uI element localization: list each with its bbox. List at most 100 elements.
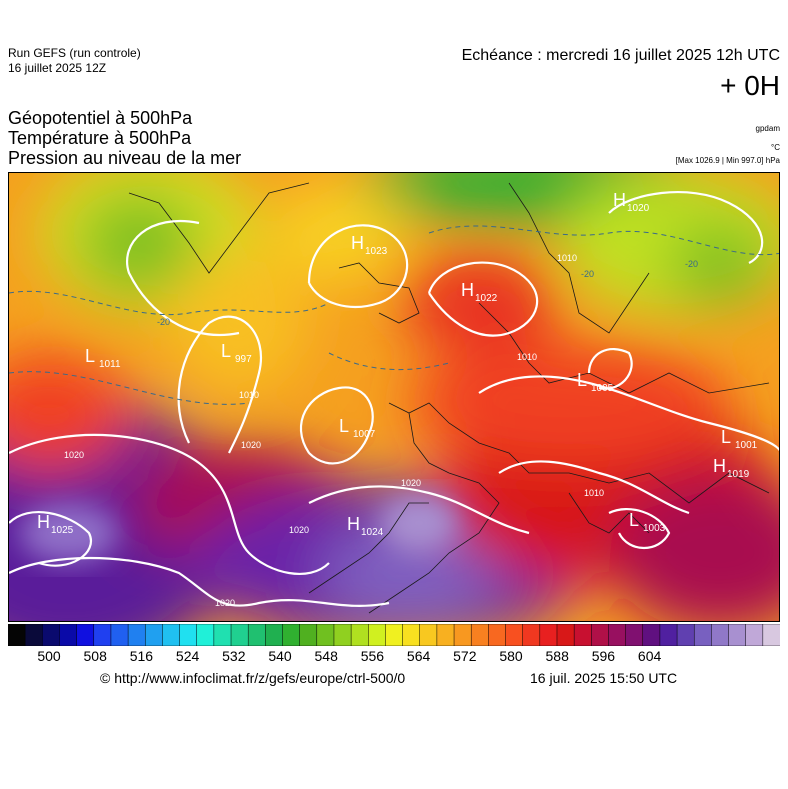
unit-temperature: °C (771, 143, 780, 152)
title-pressure: Pression au niveau de la mer (8, 148, 242, 168)
isotherm-labels: -20 -20 -20 (157, 259, 698, 327)
isobar-label: 1020 (401, 478, 421, 488)
color-scale-swatch (419, 624, 438, 646)
color-scale-tick: 556 (360, 648, 385, 664)
pressure-center-value: 1019 (727, 469, 750, 480)
color-scale-swatch (127, 624, 146, 646)
color-scale-swatch (539, 624, 558, 646)
isobar-label: 1010 (517, 352, 537, 362)
pressure-center-value: 1005 (591, 383, 614, 394)
pressure-center-value: 1020 (627, 203, 650, 214)
isotherm-label: -20 (581, 269, 594, 279)
color-scale-swatch (350, 624, 370, 646)
map-canvas: H 1025 H 1024 L 1011 L 997 L 1007 H 1023… (9, 173, 779, 621)
isobar-label: 1020 (289, 525, 309, 535)
color-scale-swatch (282, 624, 301, 646)
run-title: Run GEFS (run controle) (8, 46, 141, 60)
pressure-range: [Max 1026.9 | Min 997.0] hPa (675, 156, 780, 165)
color-scale-tick: 500 (37, 648, 61, 664)
color-scale-swatch (488, 624, 507, 646)
isobars (9, 191, 779, 607)
color-scale-swatch (333, 624, 352, 646)
pressure-center-value: 1023 (365, 246, 388, 257)
color-scale-swatch (505, 624, 524, 646)
color-scale-swatch (745, 624, 764, 646)
isobar-label: 1020 (241, 440, 261, 450)
pressure-center-type: L (221, 341, 231, 361)
color-scale-swatch (265, 624, 284, 646)
color-scale-swatch (213, 624, 232, 646)
color-scale-swatch (762, 624, 780, 646)
color-scale-swatch (162, 624, 181, 646)
color-scale-swatch (573, 624, 593, 646)
color-scale-swatch (59, 624, 78, 646)
color-scale-bar (8, 624, 780, 646)
weather-map: H 1025 H 1024 L 1011 L 997 L 1007 H 1023… (8, 172, 780, 622)
color-scale-swatch (93, 624, 112, 646)
coastlines (128, 182, 770, 614)
color-scale-tick: 540 (268, 648, 292, 664)
isobar-label: 1010 (239, 390, 259, 400)
unit-geopotential: gpdam (755, 124, 780, 133)
color-scale-swatch (591, 624, 610, 646)
color-scale-tick: 516 (129, 648, 154, 664)
color-scale-swatch (625, 624, 644, 646)
color-scale-tick: 532 (222, 648, 246, 664)
source-credit: © http://www.infoclimat.fr/z/gefs/europe… (100, 670, 406, 686)
color-scale-swatch (436, 624, 455, 646)
forecast-time: Echéance : mercredi 16 juillet 2025 12h … (461, 47, 780, 64)
pressure-center-value: 1007 (353, 429, 376, 440)
color-scale-swatch (247, 624, 267, 646)
high-detail-field (19, 493, 459, 563)
color-scale-swatch (711, 624, 730, 646)
temperature-isotherms (9, 225, 779, 405)
color-scale-swatch (659, 624, 678, 646)
forecast-offset: + 0H (720, 70, 780, 101)
color-scale-swatch (642, 624, 661, 646)
pressure-center-value: 1001 (735, 440, 758, 451)
title-temperature: Température à 500hPa (8, 128, 192, 148)
color-scale-tick: 580 (499, 648, 523, 664)
pressure-center-type: H (613, 190, 626, 210)
isotherm-label: -20 (685, 259, 698, 269)
color-scale-swatch (24, 624, 44, 646)
isobar-label: 1010 (557, 253, 577, 263)
color-scale-swatch (144, 624, 164, 646)
pressure-center-type: H (37, 512, 50, 532)
color-scale-tick: 564 (406, 648, 431, 664)
pressure-center-value: 997 (235, 354, 252, 365)
color-scale-tick: 604 (637, 648, 662, 664)
pressure-center-type: L (577, 370, 587, 390)
pressure-center-labels: H 1025 H 1024 L 1011 L 997 L 1007 H 1023… (37, 190, 758, 538)
color-scale-labels: 500 508 516 524 532 540 548 556 564 572 580 588 596 6… (8, 648, 780, 666)
color-scale-swatch (402, 624, 421, 646)
color-scale-swatch (299, 624, 318, 646)
color-scale-swatch (76, 624, 95, 646)
color-scale-swatch (368, 624, 387, 646)
color-scale-swatch (728, 624, 747, 646)
color-scale-swatch (316, 624, 335, 646)
pressure-center-type: L (629, 510, 639, 530)
color-scale-swatch (522, 624, 541, 646)
isobar-label: 1020 (215, 598, 235, 608)
pressure-center-value: 1011 (99, 359, 121, 370)
pressure-center-type: H (713, 456, 726, 476)
color-scale-swatch (693, 624, 713, 646)
pressure-center-type: H (461, 280, 474, 300)
pressure-center-type: L (85, 346, 95, 366)
pressure-center-value: 1003 (643, 523, 666, 534)
color-scale-tick: 508 (83, 648, 107, 664)
isobar-label: 1020 (64, 450, 84, 460)
color-scale-swatch (385, 624, 404, 646)
color-scale-swatch (230, 624, 249, 646)
pressure-center-value: 1025 (51, 525, 74, 536)
color-scale-swatch (196, 624, 215, 646)
isobar-labels: 1020 1020 1020 1020 1020 1010 1010 1010 … (64, 253, 604, 608)
pressure-center-value: 1022 (475, 293, 498, 304)
generation-date: 16 juil. 2025 15:50 UTC (530, 670, 678, 686)
color-scale-swatch (556, 624, 575, 646)
geopotential-field (9, 173, 779, 621)
color-scale-swatch (470, 624, 490, 646)
color-scale-tick: 548 (314, 648, 338, 664)
title-geopotential: Géopotentiel à 500hPa (8, 108, 193, 128)
